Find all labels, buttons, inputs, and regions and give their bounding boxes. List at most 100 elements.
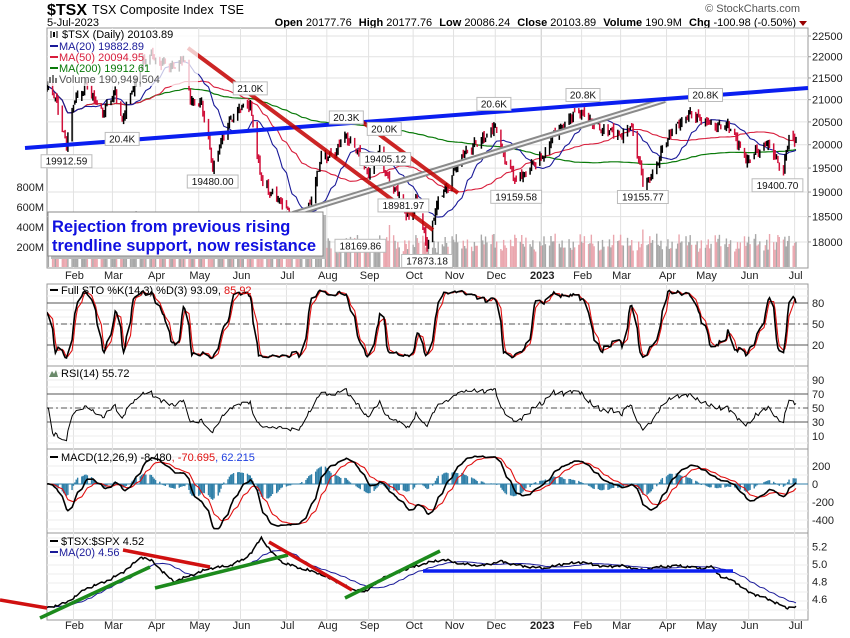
volume-bar <box>719 235 720 267</box>
volume-bar <box>630 245 631 267</box>
volume-bar <box>667 239 668 267</box>
x-tick-label: Dec <box>487 620 507 632</box>
annotation-line-1: Rejection from previous rising <box>52 218 290 236</box>
macd-histogram-bar <box>749 484 750 490</box>
volume-bar <box>394 241 395 267</box>
x-tick-label: Oct <box>406 620 423 632</box>
macd-histogram-bar <box>716 484 717 488</box>
x-tick-label: Jul <box>789 620 803 632</box>
volume-bar <box>524 247 525 267</box>
macd-histogram-bar <box>336 475 337 484</box>
x-tick-label: Feb <box>573 620 592 632</box>
price-label-text: 20.4K <box>109 134 135 145</box>
down-arrow-icon <box>799 21 807 26</box>
volume-bar <box>666 246 667 267</box>
macd-histogram-bar <box>358 484 359 488</box>
macd-histogram-bar <box>219 484 220 492</box>
macd-histogram-bar <box>396 484 397 490</box>
ratio-tick-label: 5.0 <box>812 559 827 571</box>
volume-bar <box>735 249 736 267</box>
macd-tick-label: 200 <box>812 461 830 473</box>
ratio-tick-label: 4.8 <box>812 577 827 589</box>
macd-histogram-bar <box>230 475 231 484</box>
macd-histogram-bar <box>172 484 173 488</box>
volume-bar <box>628 246 629 267</box>
open-value: 20177.76 <box>306 17 352 29</box>
macd-histogram-bar <box>709 484 710 487</box>
volume-bar <box>581 242 582 267</box>
macd-histogram-bar <box>318 468 319 484</box>
macd-histogram-bar <box>442 474 443 484</box>
volume-bar <box>766 240 767 267</box>
macd-histogram-bar <box>145 475 146 484</box>
macd-histogram-bar <box>268 484 269 498</box>
macd-histogram-bar <box>241 473 242 484</box>
volume-bar <box>564 248 565 267</box>
x-tick-label: Jul <box>789 270 803 282</box>
volume-bar <box>758 244 759 267</box>
macd-histogram-bar <box>407 484 408 491</box>
macd-histogram-bar <box>227 479 228 484</box>
macd-histogram-bar <box>573 480 574 484</box>
macd-histogram-bar <box>506 484 507 494</box>
watermark: © StockCharts.com <box>705 3 800 15</box>
volume-bar <box>659 246 660 267</box>
x-tick-label: Jun <box>741 270 759 282</box>
macd-histogram-bar <box>436 478 437 484</box>
volume-bar <box>795 242 796 267</box>
volume-bar <box>584 236 585 267</box>
macd-histogram-bar <box>347 480 348 484</box>
volume-bar <box>715 235 716 267</box>
volume-bar <box>475 246 476 267</box>
volume-bar <box>710 244 711 267</box>
volume-bar <box>740 242 741 267</box>
macd-histogram-bar <box>648 484 649 494</box>
volume-bar <box>493 234 494 267</box>
macd-histogram-bar <box>592 484 593 488</box>
volume-bar <box>779 237 780 267</box>
volume-bar <box>476 246 477 267</box>
volume-bar <box>574 247 575 267</box>
macd-histogram-bar <box>170 484 171 488</box>
volume-bar <box>456 234 457 267</box>
volume-bar <box>696 241 697 267</box>
price-label-text: 20.8K <box>570 90 596 101</box>
volume-bar <box>472 251 473 267</box>
macd-histogram-bar <box>270 484 271 496</box>
rsi-legend: RSI(14) 55.72 <box>49 368 129 380</box>
macd-histogram-bar <box>568 479 569 484</box>
macd-tick-label: -200 <box>812 497 834 509</box>
volume-bar <box>560 247 561 267</box>
volume-bar <box>580 234 581 267</box>
macd-histogram-bar <box>71 484 72 490</box>
x-tick-label: Apr <box>659 270 676 282</box>
volume-bar <box>550 236 551 267</box>
macd-histogram-bar <box>649 484 650 493</box>
x-tick-label: Sep <box>360 270 380 282</box>
x-tick-label: Sep <box>360 620 380 632</box>
volume-bar <box>485 236 486 267</box>
x-tick-label: Feb <box>65 620 84 632</box>
macd-histogram-bar <box>603 484 604 490</box>
price-label-text: 20.0K <box>371 124 397 135</box>
macd-histogram-bar <box>279 484 280 490</box>
macd-histogram-bar <box>360 484 361 489</box>
macd-histogram-bar <box>153 479 154 484</box>
volume-bar <box>727 247 728 267</box>
volume-bar <box>397 242 398 267</box>
x-tick-label: Nov <box>445 620 465 632</box>
volume-bar <box>699 248 700 267</box>
macd-histogram-bar <box>475 480 476 484</box>
macd-histogram-bar <box>188 484 189 490</box>
macd-histogram-bar <box>414 484 415 488</box>
macd-histogram-bar <box>651 484 652 491</box>
macd-histogram-bar <box>404 484 405 491</box>
volume-bar <box>588 244 589 267</box>
macd-histogram-bar <box>212 484 213 500</box>
volume-bar <box>506 248 507 267</box>
macd-histogram-bar <box>593 484 594 489</box>
macd-histogram-bar <box>474 479 475 484</box>
macd-histogram-bar <box>276 484 277 493</box>
volume-bar <box>483 244 484 267</box>
macd-histogram-bar <box>471 477 472 484</box>
